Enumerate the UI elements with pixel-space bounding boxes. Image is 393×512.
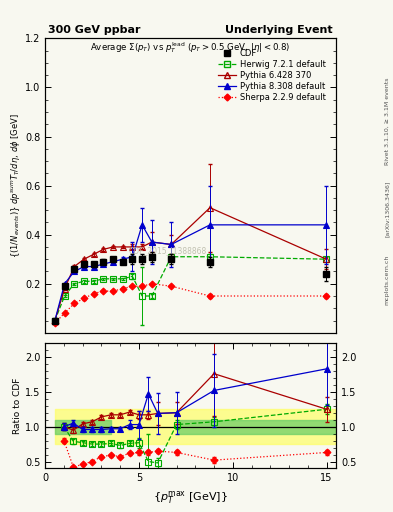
Text: mcplots.cern.ch: mcplots.cern.ch [385, 254, 389, 305]
Text: Underlying Event: Underlying Event [226, 26, 333, 35]
Y-axis label: $\{(1/N_{events})\}$ $dp^{sum}T_{T}/d\eta,\,d\phi$ [GeV]: $\{(1/N_{events})\}$ $dp^{sum}T_{T}/d\et… [9, 113, 22, 258]
Text: Rivet 3.1.10, ≥ 3.1M events: Rivet 3.1.10, ≥ 3.1M events [385, 77, 389, 164]
Text: [arXiv:1306.3436]: [arXiv:1306.3436] [385, 181, 389, 238]
X-axis label: $\{p_T^{\rm max}$ [GeV]$\}$: $\{p_T^{\rm max}$ [GeV]$\}$ [153, 489, 228, 506]
Y-axis label: Ratio to CDF: Ratio to CDF [13, 377, 22, 434]
Text: CDF_2015_I1388868: CDF_2015_I1388868 [128, 246, 206, 255]
Legend: CDF, Herwig 7.2.1 default, Pythia 6.428 370, Pythia 8.308 default, Sherpa 2.2.9 : CDF, Herwig 7.2.1 default, Pythia 6.428 … [215, 46, 329, 105]
Text: 300 GeV ppbar: 300 GeV ppbar [48, 26, 141, 35]
Text: Average $\Sigma(p_T)$ vs $p_T^{\rm lead}$ $(p_T > 0.5$ GeV, $|\eta| < 0.8)$: Average $\Sigma(p_T)$ vs $p_T^{\rm lead}… [90, 40, 291, 55]
